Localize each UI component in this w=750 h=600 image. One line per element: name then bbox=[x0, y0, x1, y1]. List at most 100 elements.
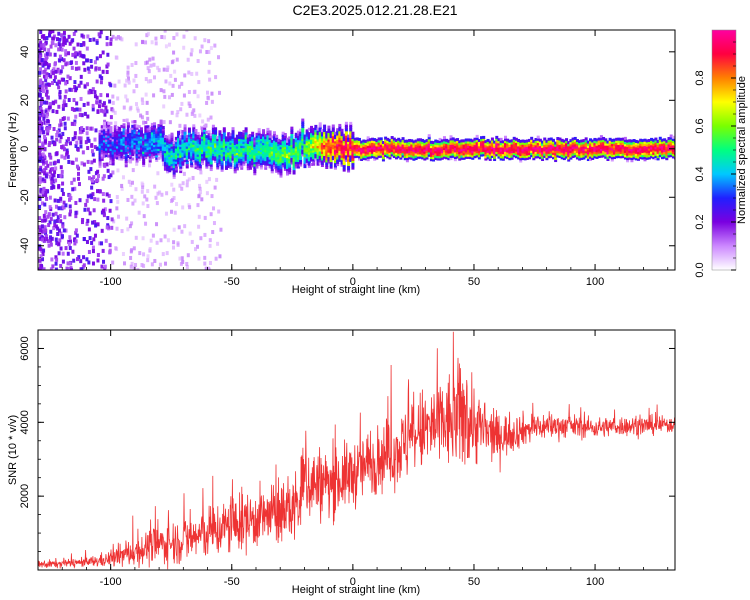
colorbar-tick-label: 0.4 bbox=[694, 166, 706, 181]
spectrogram-cell bbox=[38, 70, 42, 75]
x-tick-label: 100 bbox=[586, 276, 604, 288]
spectrogram-cell bbox=[669, 149, 673, 153]
spectrogram-cell bbox=[554, 154, 558, 158]
spectrogram-cell bbox=[102, 135, 106, 139]
spectrogram-cell bbox=[240, 136, 244, 140]
spectrogram-cell bbox=[283, 154, 287, 158]
spectrogram-cell bbox=[102, 132, 106, 136]
spectrogram-cell bbox=[504, 155, 508, 159]
spectrogram-cell bbox=[466, 140, 470, 144]
spectrogram-cell bbox=[150, 262, 154, 267]
spectrogram-cell bbox=[95, 56, 99, 61]
spectrogram-cell bbox=[107, 193, 111, 198]
spectrogram-cell bbox=[115, 136, 119, 140]
spectrogram-cell bbox=[621, 146, 625, 150]
spectrogram-cell bbox=[194, 146, 198, 150]
spectrogram-cell bbox=[305, 155, 309, 159]
spectrogram-cell bbox=[514, 153, 518, 157]
spectrogram-cell bbox=[163, 154, 167, 158]
spectrogram-cell bbox=[327, 143, 331, 147]
spectrogram-cell bbox=[671, 144, 675, 148]
spectrogram-cell bbox=[333, 136, 337, 140]
spectrogram-cell bbox=[74, 114, 78, 119]
spectrogram-cell bbox=[636, 155, 640, 159]
spectrogram-cell bbox=[55, 109, 59, 114]
spectrogram-cell bbox=[309, 149, 313, 153]
spectrogram-cell bbox=[183, 148, 187, 152]
spectrogram-cell bbox=[146, 31, 150, 36]
spectrogram-cell bbox=[591, 156, 595, 160]
spectrogram-cell bbox=[458, 140, 462, 144]
spectrogram-cell bbox=[41, 84, 45, 89]
spectrogram-cell bbox=[179, 261, 183, 266]
spectrogram-cell bbox=[244, 146, 248, 150]
spectrogram-cell bbox=[68, 41, 72, 46]
spectrogram-cell bbox=[434, 141, 438, 145]
spectrogram-cell bbox=[599, 154, 603, 158]
spectrogram-cell bbox=[194, 133, 198, 137]
spectrogram-cell bbox=[185, 147, 189, 151]
spectrogram-cell bbox=[40, 100, 44, 105]
spectrogram-cell bbox=[44, 193, 48, 198]
spectrogram-cell bbox=[142, 153, 146, 157]
spectrogram-cell bbox=[427, 145, 431, 149]
spectrogram-cell bbox=[286, 172, 290, 176]
spectrogram-cell bbox=[305, 144, 309, 148]
spectrogram-cell bbox=[109, 141, 113, 145]
spectrogram-cell bbox=[183, 143, 187, 147]
spectrogram-cell bbox=[38, 267, 42, 270]
spectrogram-cell bbox=[290, 159, 294, 163]
spectrogram-cell bbox=[440, 143, 444, 147]
spectrogram-cell bbox=[203, 144, 207, 148]
spectrogram-cell bbox=[325, 148, 329, 152]
spectrogram-cell bbox=[211, 150, 215, 154]
spectrogram-cell bbox=[575, 147, 579, 151]
spectrogram-cell bbox=[80, 33, 84, 38]
spectrogram-cell bbox=[137, 146, 141, 150]
spectrogram-cell bbox=[309, 138, 313, 142]
spectrogram-cell bbox=[170, 134, 174, 138]
spectrogram-cell bbox=[615, 150, 619, 154]
spectrogram-cell bbox=[268, 132, 272, 136]
spectrogram-cell bbox=[628, 145, 632, 149]
spectrogram-cell bbox=[63, 36, 67, 41]
spectrogram-cell bbox=[473, 144, 477, 148]
spectrogram-cell bbox=[591, 143, 595, 147]
spectrogram-cell bbox=[58, 198, 62, 203]
spectrogram-cell bbox=[440, 148, 444, 152]
spectrogram-cell bbox=[410, 150, 414, 154]
spectrogram-cell bbox=[473, 155, 477, 159]
spectrogram-cell bbox=[384, 138, 388, 142]
spectrogram-cell bbox=[195, 244, 199, 249]
spectrogram-cell bbox=[466, 145, 470, 149]
spectrogram-cell bbox=[124, 157, 128, 161]
spectrogram-cell bbox=[403, 139, 407, 143]
spectrogram-cell bbox=[203, 255, 207, 260]
spectrogram-cell bbox=[344, 139, 348, 143]
spectrogram-cell bbox=[272, 166, 276, 170]
spectrogram-cell bbox=[98, 145, 102, 149]
spectrogram-cell bbox=[397, 146, 401, 150]
spectrogram-cell bbox=[210, 194, 214, 199]
spectrogram-cell bbox=[39, 263, 43, 268]
spectrogram-cell bbox=[593, 146, 597, 150]
spectrogram-cell bbox=[656, 148, 660, 152]
spectrogram-cell bbox=[240, 166, 244, 170]
spectrogram-cell bbox=[318, 131, 322, 135]
spectrogram-cell bbox=[177, 135, 181, 139]
spectrogram-cell bbox=[231, 153, 235, 157]
spectrogram-cell bbox=[434, 154, 438, 158]
spectrogram-cell bbox=[203, 261, 207, 266]
spectrogram-cell bbox=[536, 153, 540, 157]
spectrogram-cell bbox=[137, 129, 141, 133]
spectrogram-cell bbox=[91, 245, 95, 250]
spectrogram-cell bbox=[294, 134, 298, 138]
spectrogram-cell bbox=[323, 148, 327, 152]
spectrogram-cell bbox=[126, 72, 130, 77]
spectrogram-cell bbox=[109, 158, 113, 162]
spectrogram-cell bbox=[645, 148, 649, 152]
spectrogram-cell bbox=[51, 167, 55, 172]
spectrogram-cell bbox=[469, 143, 473, 147]
spectrogram-cell bbox=[401, 152, 405, 156]
spectrogram-cell bbox=[59, 246, 63, 251]
